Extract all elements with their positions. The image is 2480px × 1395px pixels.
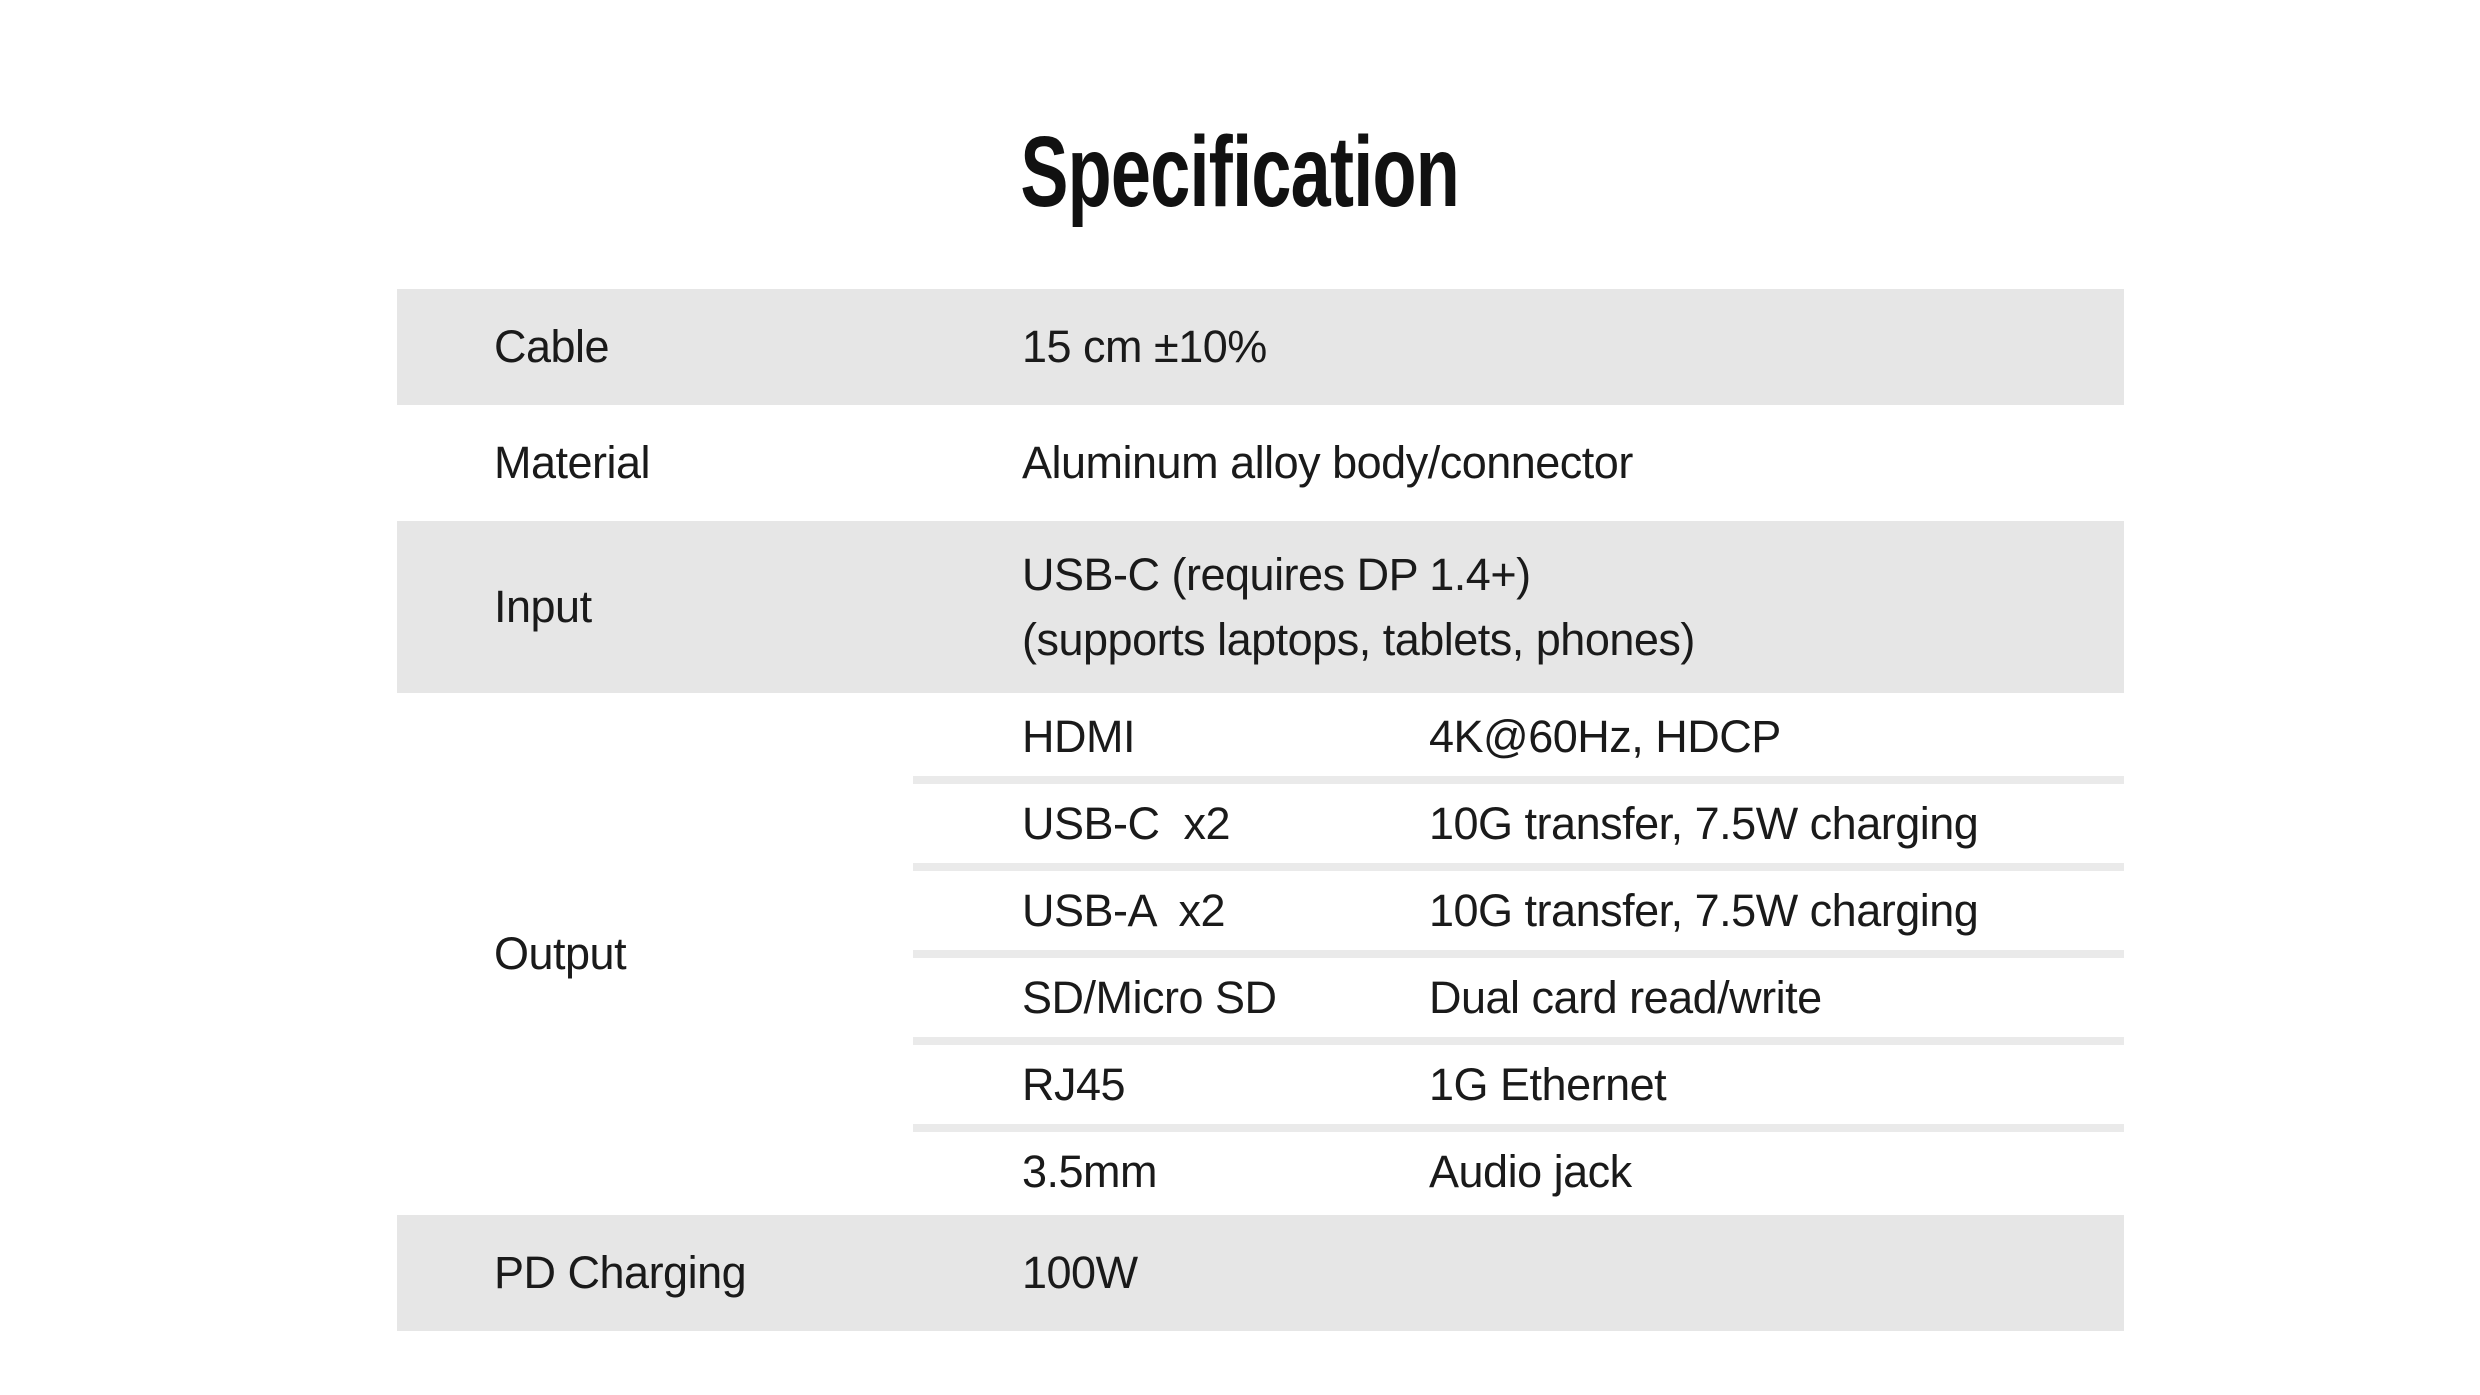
row-label: PD Charging <box>494 1247 747 1298</box>
output-sub-row-sd: SD/Micro SD Dual card read/write <box>913 954 2124 1041</box>
sub-row-divider <box>913 863 2124 871</box>
sub-row-divider <box>913 1037 2124 1045</box>
spec-row-input: Input USB-C (requires DP 1.4+) (supports… <box>397 521 2124 693</box>
spec-row-output: Output HDMI 4K@60Hz, HDCP USB-C x2 10G t… <box>397 693 2124 1215</box>
sub-row-name: USB-A x2 <box>1022 884 1226 936</box>
sub-row-value: 1G Ethernet <box>1429 1058 1667 1110</box>
sub-row-name: SD/Micro SD <box>1022 971 1277 1023</box>
output-sub-row-usba: USB-A x2 10G transfer, 7.5W charging <box>913 867 2124 954</box>
output-sub-row-audio: 3.5mm Audio jack <box>913 1128 2124 1215</box>
row-value: Aluminum alloy body/connector <box>1022 437 1633 488</box>
sub-row-name: USB-C x2 <box>1022 797 1231 849</box>
row-value-multiline: USB-C (requires DP 1.4+) (supports lapto… <box>1022 542 1695 672</box>
row-value: 15 cm ±10% <box>1022 321 1267 372</box>
sub-row-value: 10G transfer, 7.5W charging <box>1429 884 1979 936</box>
sub-row-divider <box>913 1124 2124 1132</box>
row-value-line: USB-C (requires DP 1.4+) <box>1022 549 1531 600</box>
sub-row-name: HDMI <box>1022 710 1135 762</box>
sub-row-name: 3.5mm <box>1022 1145 1158 1197</box>
sub-row-divider <box>913 950 2124 958</box>
spec-row-material: Material Aluminum alloy body/connector <box>397 405 2124 521</box>
sub-row-name: RJ45 <box>1022 1058 1126 1110</box>
row-label: Material <box>494 437 651 488</box>
sub-row-value: 4K@60Hz, HDCP <box>1429 710 1781 762</box>
output-sub-row-rj45: RJ45 1G Ethernet <box>913 1041 2124 1128</box>
spec-row-cable: Cable 15 cm ±10% <box>397 289 2124 405</box>
row-label: Output <box>494 928 627 979</box>
output-sub-row-hdmi: HDMI 4K@60Hz, HDCP <box>913 693 2124 780</box>
sub-row-divider <box>913 776 2124 784</box>
row-label: Cable <box>494 321 610 372</box>
output-sub-table: HDMI 4K@60Hz, HDCP USB-C x2 10G transfer… <box>913 693 2124 1215</box>
page-header: Specification <box>0 122 2480 222</box>
row-value-line: (supports laptops, tablets, phones) <box>1022 614 1695 665</box>
specification-table: Cable 15 cm ±10% Material Aluminum alloy… <box>397 289 2124 1331</box>
output-sub-row-usbc: USB-C x2 10G transfer, 7.5W charging <box>913 780 2124 867</box>
sub-row-value: Audio jack <box>1429 1145 1632 1197</box>
sub-row-value: 10G transfer, 7.5W charging <box>1429 797 1979 849</box>
page-title: Specification <box>1020 116 1460 228</box>
spec-row-pd-charging: PD Charging 100W <box>397 1215 2124 1331</box>
row-value: 100W <box>1022 1247 1138 1298</box>
sub-row-value: Dual card read/write <box>1429 971 1822 1023</box>
row-label: Input <box>494 581 592 632</box>
